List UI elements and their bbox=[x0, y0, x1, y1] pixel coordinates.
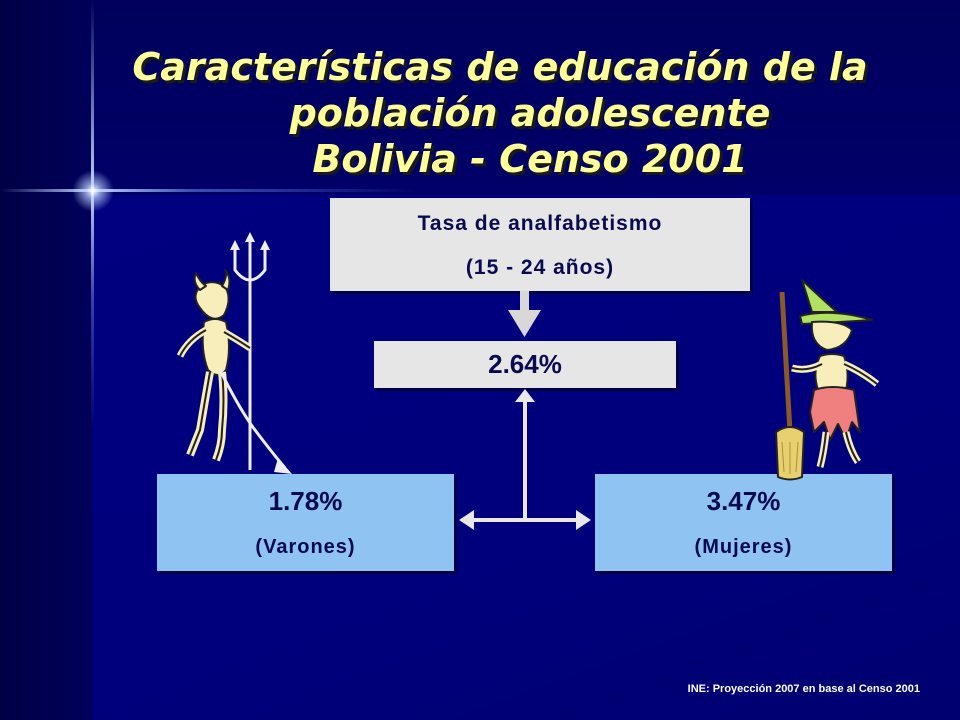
slide-title: Características de educación de la pobla… bbox=[100, 44, 900, 182]
background-title-band bbox=[92, 0, 960, 195]
source-note: INE: Proyección 2007 en base al Censo 20… bbox=[687, 683, 920, 695]
title-line-2: población adolescente bbox=[289, 91, 771, 135]
double-arrow-icon bbox=[459, 510, 591, 530]
witch-figure-icon bbox=[775, 279, 880, 481]
female-rate-label: (Mujeres) bbox=[694, 536, 793, 558]
light-flare-center bbox=[72, 170, 114, 212]
devil-figure-icon bbox=[176, 232, 292, 474]
female-rate-box: 3.47% (Mujeres) bbox=[595, 474, 892, 571]
light-flare-horizontal bbox=[0, 189, 420, 192]
total-rate-value: 2.64% bbox=[488, 349, 562, 379]
male-rate-value: 1.78% bbox=[268, 486, 343, 516]
title-line-3: Bolivia - Censo 2001 bbox=[312, 137, 748, 181]
background-left-panel bbox=[0, 0, 92, 720]
male-rate-label: (Varones) bbox=[255, 536, 356, 558]
illiteracy-rate-label: Tasa de analfabetismo bbox=[417, 212, 663, 235]
up-arrow-icon bbox=[515, 389, 535, 520]
total-rate-box: 2.64% bbox=[374, 341, 676, 388]
illiteracy-rate-box: Tasa de analfabetismo (15 - 24 años) bbox=[330, 198, 750, 291]
down-arrow-icon bbox=[508, 291, 541, 337]
title-line-1: Características de educación de la bbox=[132, 45, 868, 89]
female-rate-value: 3.47% bbox=[706, 486, 781, 516]
light-flare-vertical bbox=[91, 0, 94, 430]
age-range-label: (15 - 24 años) bbox=[465, 256, 615, 279]
male-rate-box: 1.78% (Varones) bbox=[157, 474, 454, 571]
